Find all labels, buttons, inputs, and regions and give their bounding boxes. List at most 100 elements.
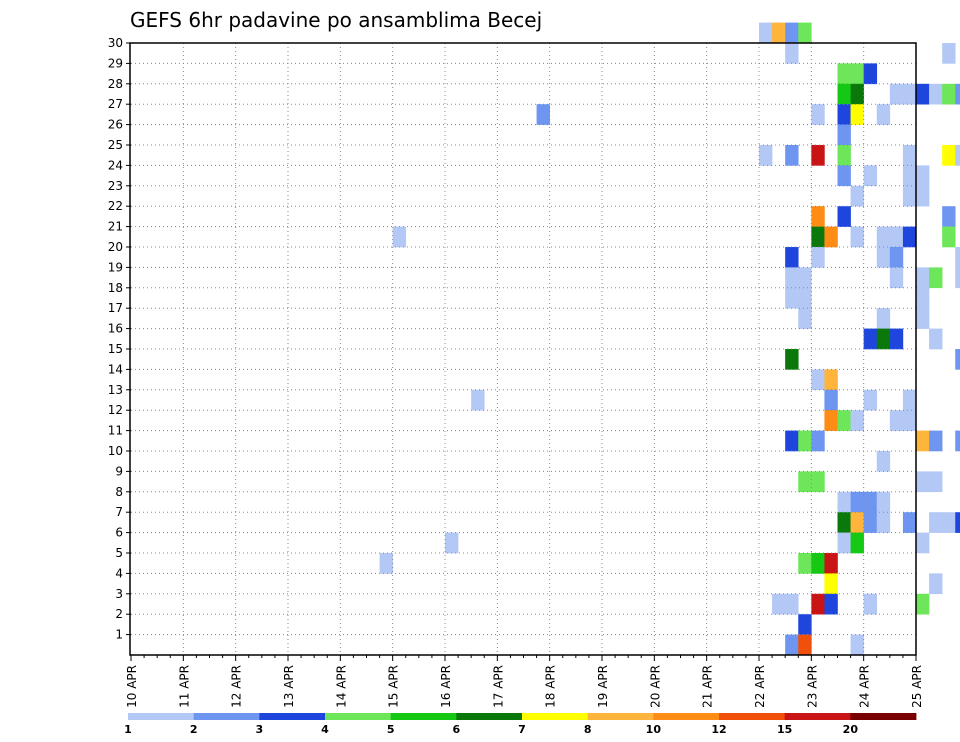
colorbar-swatch bbox=[784, 713, 851, 720]
heatmap-cell bbox=[850, 104, 864, 125]
heatmap-cell bbox=[889, 226, 904, 248]
heatmap-cell bbox=[916, 308, 930, 329]
colorbar-swatch bbox=[128, 713, 195, 720]
colorbar-swatch bbox=[587, 713, 654, 720]
y-tick-label: 9 bbox=[115, 464, 123, 478]
colorbar-swatch bbox=[850, 713, 917, 720]
y-tick-label: 16 bbox=[108, 322, 123, 336]
heatmap-cell bbox=[445, 532, 459, 554]
x-tick-label: 21 APR bbox=[701, 665, 715, 708]
heatmap-cell bbox=[850, 63, 864, 85]
heatmap-cell bbox=[850, 512, 864, 533]
heatmap-cell bbox=[916, 532, 930, 554]
y-tick-label: 28 bbox=[108, 77, 123, 91]
y-axis: 1234567891011121314151617181920212223242… bbox=[108, 36, 131, 642]
heatmap-cell bbox=[863, 165, 878, 187]
colorbar-swatch bbox=[390, 713, 457, 720]
heatmap-cell bbox=[942, 43, 956, 64]
heatmap-cell bbox=[929, 328, 943, 350]
x-tick-label: 14 APR bbox=[334, 665, 348, 708]
y-tick-label: 5 bbox=[115, 546, 123, 560]
colorbar-label: 12 bbox=[711, 723, 726, 736]
heatmap-cell bbox=[902, 512, 917, 533]
colorbar-label: 8 bbox=[584, 723, 592, 736]
heatmap-cell bbox=[929, 471, 943, 493]
heatmap-cell bbox=[929, 430, 943, 452]
heatmap-cell bbox=[785, 247, 799, 268]
heatmap-cell bbox=[916, 287, 930, 309]
colorbar-label: 7 bbox=[518, 723, 526, 736]
heatmap-cell bbox=[811, 104, 825, 125]
colorbar-label: 20 bbox=[843, 723, 859, 736]
colorbar-swatch bbox=[653, 713, 720, 720]
heatmap-cell bbox=[955, 83, 960, 105]
heatmap-cell bbox=[916, 267, 930, 289]
heatmap-cell bbox=[942, 512, 956, 533]
colorbar: 1 2 3 4 5 6 7 8 10 12 15 20 bbox=[124, 713, 917, 736]
heatmap-cell bbox=[837, 63, 851, 85]
heatmap-cell bbox=[902, 410, 917, 431]
heatmap-cell bbox=[798, 614, 812, 635]
colorbar-label: 6 bbox=[453, 723, 461, 736]
heatmap-cell bbox=[837, 145, 851, 166]
heatmap-cell bbox=[837, 410, 851, 431]
y-tick-label: 11 bbox=[108, 424, 123, 438]
heatmap-cell bbox=[942, 145, 956, 166]
colorbar-label: 10 bbox=[646, 723, 662, 736]
heatmap-cell bbox=[889, 83, 904, 105]
heatmap-cell bbox=[811, 369, 825, 391]
y-tick-label: 20 bbox=[108, 240, 123, 254]
heatmap-cell bbox=[850, 634, 864, 656]
heatmap-cell bbox=[785, 22, 799, 44]
heatmap-cell bbox=[837, 104, 851, 125]
colorbar-label: 15 bbox=[777, 723, 792, 736]
heatmap-cell bbox=[902, 226, 917, 248]
heatmap-cell bbox=[850, 83, 864, 105]
heatmap-cell bbox=[889, 328, 904, 350]
heatmap-cell bbox=[863, 63, 878, 85]
heatmap-cell bbox=[785, 43, 799, 64]
heatmap-cell bbox=[955, 267, 960, 289]
heatmap-cell bbox=[785, 287, 799, 309]
heatmap-cell bbox=[902, 389, 917, 411]
heatmap-cell bbox=[916, 165, 930, 187]
heatmap-cell bbox=[850, 410, 864, 431]
heatmap-cell bbox=[772, 22, 786, 44]
heatmap-cell bbox=[772, 593, 786, 615]
heatmap-cell bbox=[811, 471, 825, 493]
chart-title: GEFS 6hr padavine po ansamblima Becej bbox=[130, 8, 542, 32]
colorbar-swatch bbox=[719, 713, 786, 720]
heatmap-cell bbox=[942, 226, 956, 248]
heatmap-cell bbox=[379, 553, 393, 574]
heatmap-cell bbox=[942, 206, 956, 227]
x-tick-label: 13 APR bbox=[282, 665, 296, 708]
heatmap-cell bbox=[863, 512, 878, 533]
heatmap-cell bbox=[824, 226, 838, 248]
heatmap-cell bbox=[811, 145, 825, 166]
colorbar-label: 1 bbox=[124, 723, 132, 736]
heatmap-cell bbox=[824, 369, 838, 391]
heatmap-cell bbox=[850, 491, 864, 513]
y-tick-label: 26 bbox=[108, 118, 123, 132]
x-tick-label: 12 APR bbox=[230, 665, 244, 708]
heatmap-cell bbox=[785, 430, 799, 452]
y-tick-label: 25 bbox=[108, 138, 123, 152]
heatmap-cell bbox=[955, 247, 960, 268]
y-tick-label: 29 bbox=[108, 56, 123, 70]
heatmap-cell bbox=[955, 145, 960, 166]
heatmap-cell bbox=[863, 593, 878, 615]
y-tick-label: 21 bbox=[108, 220, 123, 234]
heatmap-cell bbox=[785, 634, 799, 656]
y-tick-label: 13 bbox=[108, 383, 123, 397]
y-tick-label: 24 bbox=[108, 158, 123, 172]
x-tick-label: 25 APR bbox=[910, 665, 924, 708]
y-tick-label: 1 bbox=[115, 628, 123, 642]
heatmap-cell bbox=[916, 185, 930, 207]
heatmap-cell bbox=[942, 83, 956, 105]
heatmap-cell bbox=[811, 593, 825, 615]
y-tick-label: 18 bbox=[108, 281, 123, 295]
heatmap-cell bbox=[824, 573, 838, 595]
colorbar-swatch bbox=[456, 713, 523, 720]
colorbar-swatch bbox=[522, 713, 589, 720]
x-tick-label: 10 APR bbox=[125, 665, 139, 708]
